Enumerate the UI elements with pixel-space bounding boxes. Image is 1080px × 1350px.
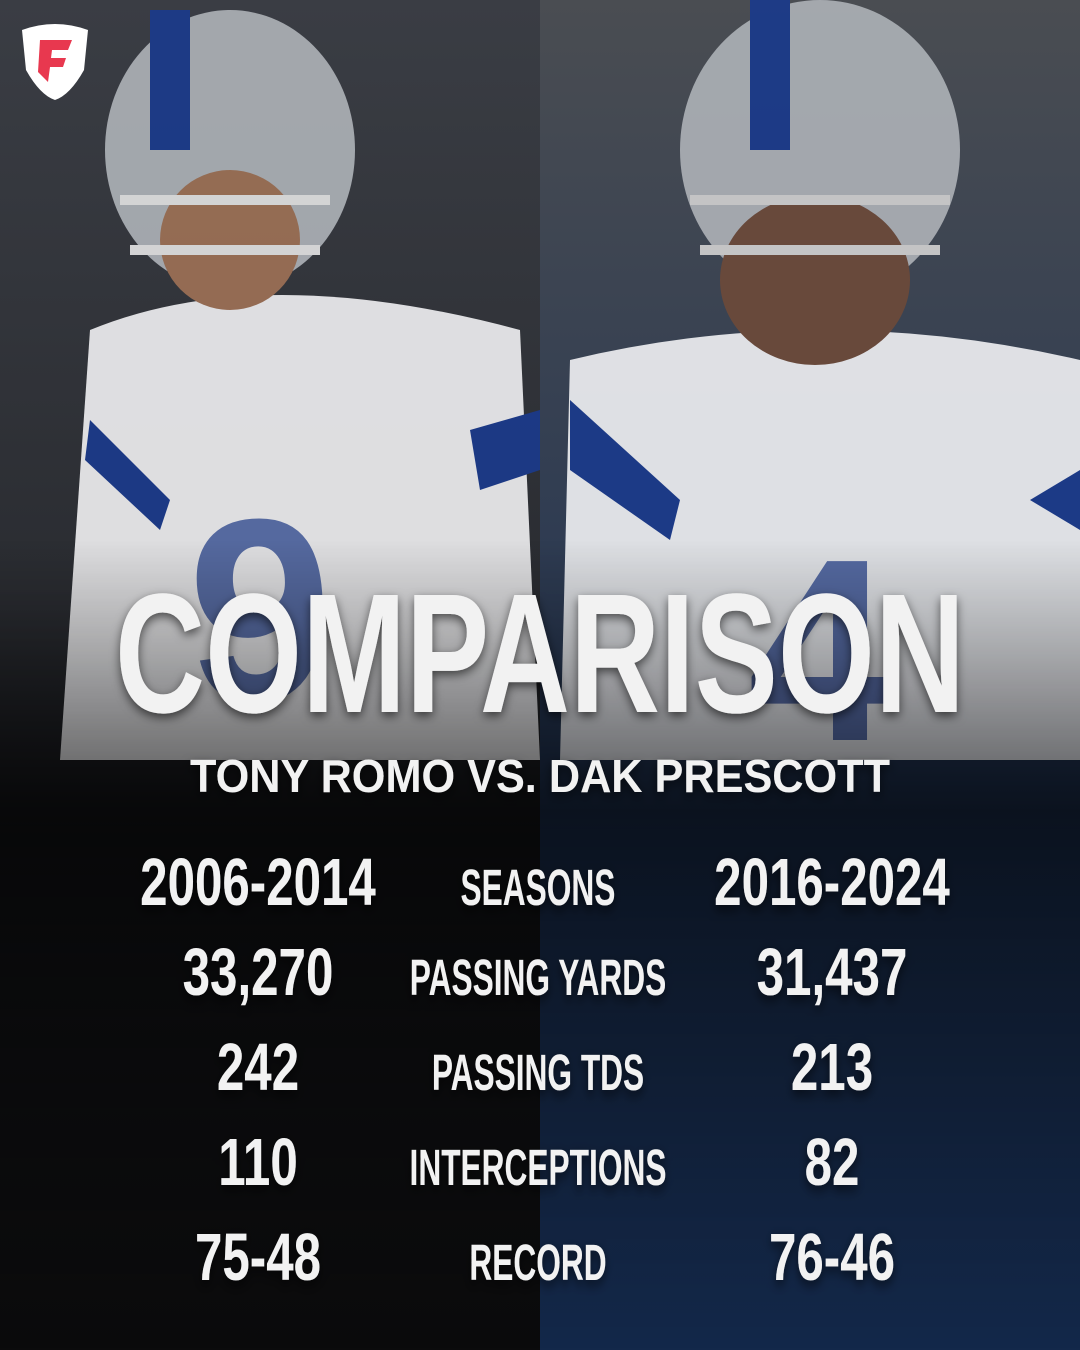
stat-label: SEASONS — [461, 859, 616, 915]
prescott-stat: 2016-2024 — [714, 846, 950, 920]
prescott-stat: 76-46 — [769, 1221, 895, 1295]
romo-stat: 75-48 — [195, 1221, 321, 1295]
romo-stat: 33,270 — [183, 936, 334, 1010]
prescott-stat: 31,437 — [757, 936, 908, 1010]
stats-table: 2006-2014 SEASONS 2016-2024 33,270 PASSING Y… — [140, 846, 950, 1295]
logo — [22, 24, 88, 100]
stat-label: PASSING TDS — [432, 1044, 644, 1100]
stat-label: RECORD — [469, 1234, 606, 1290]
prescott-stat: 82 — [805, 1126, 860, 1200]
romo-stat: 110 — [218, 1126, 298, 1200]
prescott-stat: 213 — [791, 1031, 873, 1105]
romo-stat: 2006-2014 — [140, 846, 376, 920]
stat-label: INTERCEPTIONS — [410, 1139, 667, 1195]
title: COMPARISON — [115, 559, 965, 749]
romo-stat: 242 — [217, 1031, 299, 1105]
stat-label: PASSING YARDS — [410, 949, 666, 1005]
subtitle: TONY ROMO VS. DAK PRESCOTT — [190, 750, 890, 802]
